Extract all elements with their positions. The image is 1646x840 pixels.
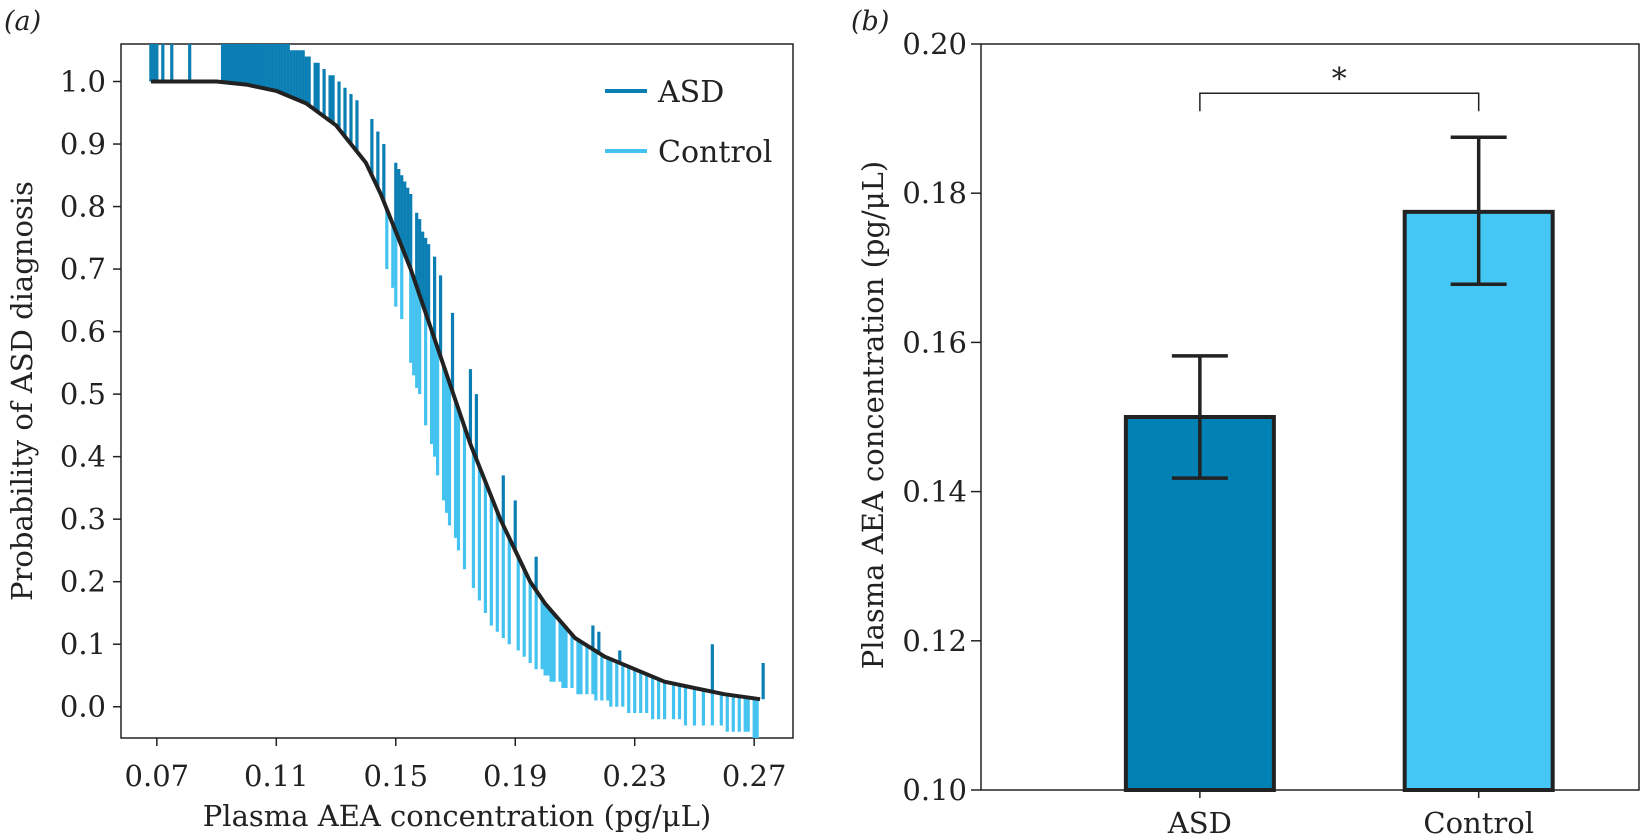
x-tick-label: 0.19 (483, 759, 548, 793)
y-tick-label: 0.12 (902, 624, 967, 658)
significance-star: * (1332, 62, 1347, 97)
error-bar-control (1450, 135, 1507, 286)
legend-control-label: Control (658, 135, 772, 170)
y-tick-label: 0.2 (60, 565, 106, 599)
panel-a-legend: ASD Control (605, 75, 772, 170)
x-tick-label: 0.23 (602, 759, 667, 793)
y-tick-label: 0.5 (60, 377, 106, 411)
panel-b-y-ticks: 0.10 0.12 0.14 0.16 0.18 0.20 (902, 27, 981, 807)
x-tick-label: 0.27 (722, 759, 787, 793)
legend-asd-label: ASD (657, 75, 724, 110)
panel-a-rug-marks (149, 44, 765, 738)
panel-b-frame (980, 43, 1640, 791)
category-label: ASD (1167, 806, 1232, 840)
panel-a-y-ticks: 0.0 0.1 0.2 0.3 0.4 0.5 0.6 0.7 0.8 0.9 1.0 (60, 65, 121, 724)
panel-b-y-axis-label: Plasma AEA concentration (pg/μL) (856, 161, 890, 669)
panel-b-label: (b) (851, 6, 889, 37)
y-tick-label: 0.3 (60, 502, 106, 536)
panel-a-fit-curve (150, 79, 761, 702)
panel-a-x-ticks: 0.07 0.11 0.15 0.19 0.23 0.27 (125, 738, 787, 793)
panel-a-line-chart: (a) 0.07 0.11 0.15 0.19 0.23 0.27 0.00.10.20.… (4, 6, 794, 833)
y-tick-label: 0.8 (60, 190, 106, 224)
y-tick-label: 0.20 (902, 27, 967, 61)
y-tick-label: 0.10 (902, 773, 967, 807)
panel-b-significance-bracket: * (1199, 62, 1480, 112)
panel-a-x-axis-label: Plasma AEA concentration (pg/μL) (203, 799, 711, 833)
error-bar-asd (1171, 354, 1228, 480)
y-tick-label: 0.9 (60, 127, 106, 161)
category-label: Control (1423, 806, 1534, 840)
y-tick-label: 0.4 (60, 440, 106, 474)
x-tick-label: 0.07 (125, 759, 190, 793)
bar-control (1402, 209, 1555, 793)
panel-a-label: (a) (4, 6, 41, 37)
panel-a-frame (120, 43, 794, 739)
y-tick-label: 0.1 (60, 627, 106, 661)
y-tick-label: 0.14 (902, 475, 967, 509)
x-tick-label: 0.15 (363, 759, 428, 793)
panel-b-x-ticks: ASD Control (1167, 790, 1534, 840)
significance-bracket-line (1199, 92, 1480, 112)
panel-b-bars (1123, 135, 1555, 793)
y-tick-label: 0.0 (60, 690, 106, 724)
y-tick-label: 0.7 (60, 252, 106, 286)
panel-a-y-axis-label: Probability of ASD diagnosis (5, 181, 39, 601)
y-tick-label: 0.6 (60, 315, 106, 349)
y-tick-label: 0.18 (902, 176, 967, 210)
y-tick-label: 1.0 (60, 65, 106, 99)
y-tick-label: 0.16 (902, 325, 967, 359)
panel-b-bar-chart: (b) 0.100.120.140.160.180.20 ASD Control … (851, 6, 1640, 840)
x-tick-label: 0.11 (244, 759, 309, 793)
